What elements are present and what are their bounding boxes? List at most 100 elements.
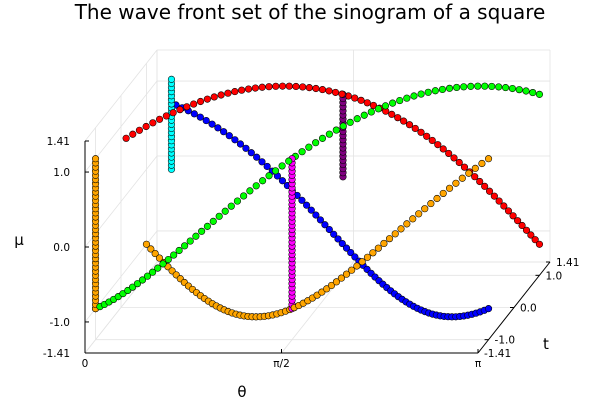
data-point xyxy=(209,217,217,225)
data-point xyxy=(334,235,342,243)
theta-axis-label: θ xyxy=(237,383,246,400)
data-point xyxy=(331,88,340,96)
data-point xyxy=(253,153,261,161)
t-tick-label: -1.0 xyxy=(495,335,516,347)
data-point xyxy=(227,202,235,210)
data-point xyxy=(431,87,439,95)
data-point xyxy=(369,249,377,257)
data-point xyxy=(203,222,211,230)
data-point xyxy=(518,221,526,230)
data-point xyxy=(149,119,157,127)
chart-title: The wave front set of the sinogram of a … xyxy=(74,0,546,24)
data-point xyxy=(374,105,382,113)
data-point xyxy=(215,212,223,220)
points-layer xyxy=(91,75,544,321)
t-tick-label: -1.41 xyxy=(484,348,511,360)
data-point xyxy=(460,83,468,91)
data-point xyxy=(394,114,402,122)
mu-tick-label: 1.41 xyxy=(47,136,70,148)
data-point xyxy=(471,173,479,181)
data-point xyxy=(155,254,164,262)
data-point xyxy=(307,206,315,214)
mu-tick-label: -1.0 xyxy=(50,317,71,329)
mu-tick-label: 0.0 xyxy=(53,242,70,254)
data-point xyxy=(522,226,531,234)
data-point xyxy=(142,240,151,248)
data-point xyxy=(347,248,355,257)
data-point xyxy=(471,164,479,172)
data-point xyxy=(500,202,508,210)
data-point xyxy=(439,189,447,197)
data-point xyxy=(353,115,361,123)
data-point xyxy=(259,177,267,185)
data-point xyxy=(190,110,198,118)
data-point xyxy=(231,136,239,144)
data-point xyxy=(514,217,522,225)
data-point xyxy=(381,102,390,110)
data-point xyxy=(151,250,159,258)
t-tick-label: 1.41 xyxy=(556,257,579,269)
data-point xyxy=(485,187,494,195)
data-point xyxy=(318,134,327,142)
data-point xyxy=(236,140,245,148)
data-point xyxy=(337,274,346,282)
data-point xyxy=(167,75,176,83)
data-point xyxy=(433,194,441,203)
data-point xyxy=(238,86,246,94)
data-point xyxy=(217,91,225,99)
data-point xyxy=(484,305,493,313)
data-point xyxy=(91,155,100,163)
data-point xyxy=(285,82,293,90)
data-point xyxy=(380,239,388,248)
data-point xyxy=(409,215,417,223)
data-point xyxy=(484,155,493,163)
data-point xyxy=(535,240,544,248)
data-point xyxy=(298,148,306,156)
theta-tick-label: π/2 xyxy=(273,358,290,370)
data-point xyxy=(363,99,371,107)
data-point xyxy=(298,196,306,204)
data-point xyxy=(522,87,530,95)
t-tick-label: 1.0 xyxy=(545,270,562,282)
data-point xyxy=(196,97,205,106)
data-point xyxy=(190,100,198,108)
data-point xyxy=(348,266,356,274)
data-point xyxy=(342,244,351,252)
data-point xyxy=(360,111,368,119)
data-point xyxy=(332,126,340,134)
data-point xyxy=(247,149,255,157)
data-point xyxy=(351,253,359,261)
data-point xyxy=(186,237,194,245)
data-point xyxy=(305,143,313,151)
data-point xyxy=(321,221,329,229)
data-point xyxy=(242,144,250,152)
data-point xyxy=(149,268,157,276)
data-point xyxy=(316,216,324,224)
data-point xyxy=(388,110,396,118)
mu-tick-label: 1.0 xyxy=(53,167,70,179)
data-point xyxy=(240,192,248,200)
data-point xyxy=(452,179,460,187)
data-point xyxy=(263,162,271,171)
data-point xyxy=(305,84,313,92)
data-point xyxy=(417,128,425,136)
data-point xyxy=(221,207,229,215)
data-point xyxy=(515,86,523,94)
data-point xyxy=(508,84,517,93)
data-point xyxy=(369,101,378,110)
data-point xyxy=(415,210,423,218)
data-point xyxy=(154,264,162,272)
data-point xyxy=(278,82,287,90)
theta-tick-label: 0 xyxy=(82,358,89,370)
data-point xyxy=(220,128,228,136)
data-point xyxy=(176,106,184,114)
data-point xyxy=(181,242,189,250)
data-point xyxy=(385,235,394,243)
data-point xyxy=(323,285,331,293)
data-point xyxy=(342,270,351,278)
data-point xyxy=(285,157,293,165)
data-point xyxy=(162,112,170,120)
data-point xyxy=(509,212,517,220)
data-point xyxy=(231,88,239,96)
